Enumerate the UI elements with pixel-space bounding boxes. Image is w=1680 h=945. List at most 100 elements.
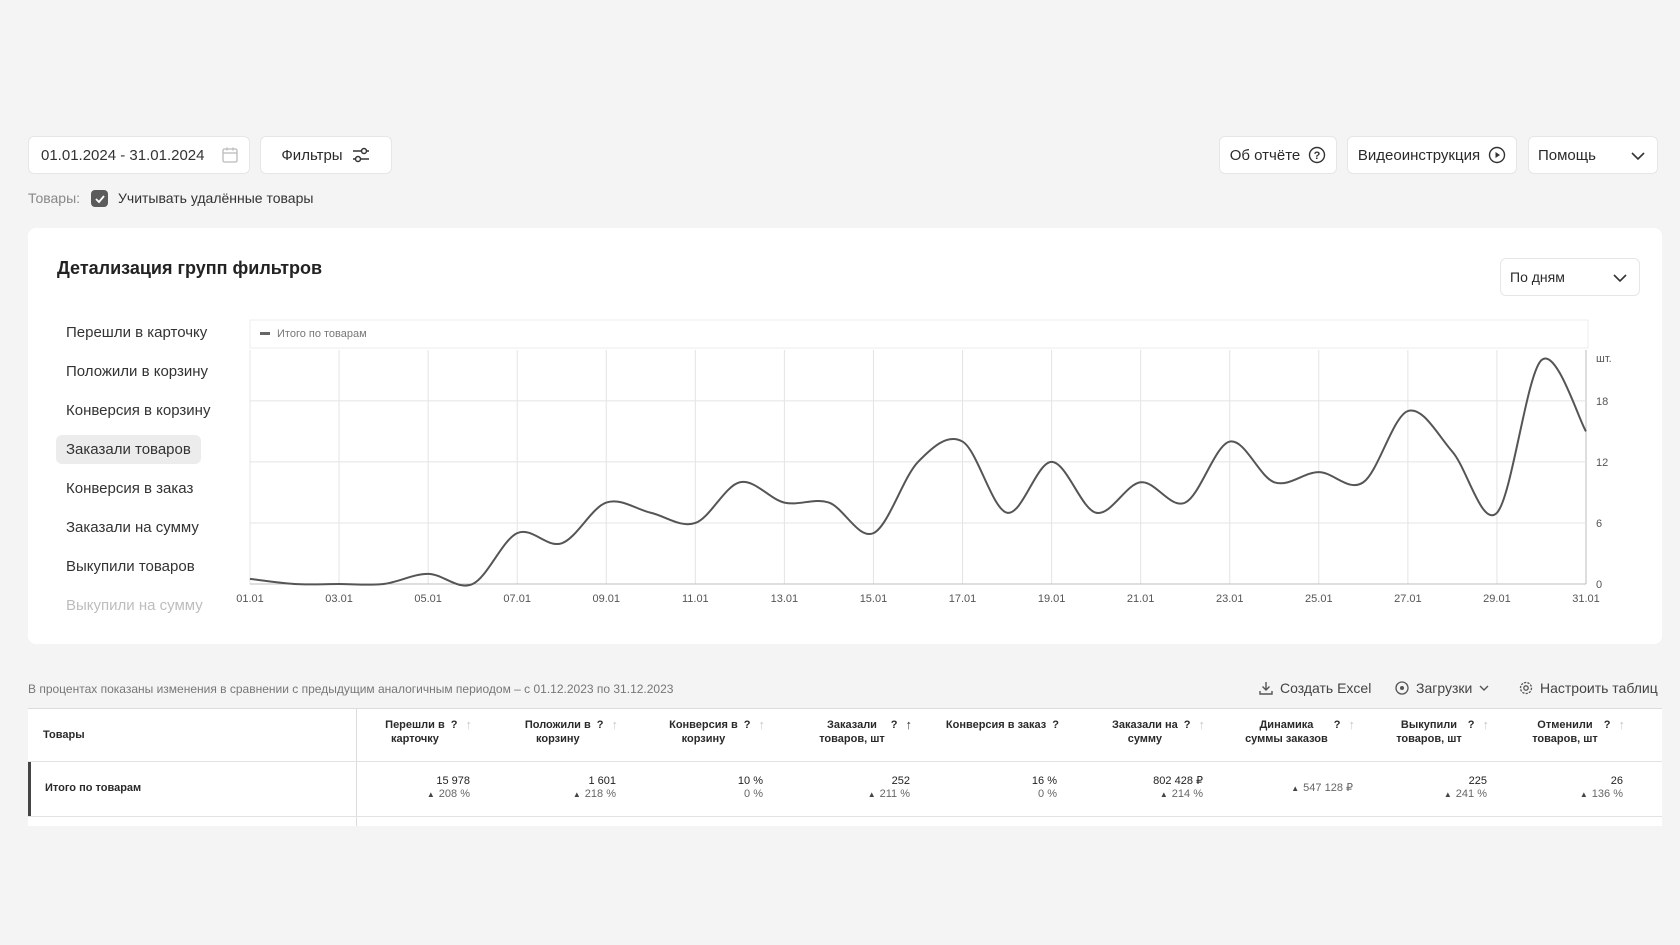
col-header[interactable]: Динамика суммы заказов? ↑ bbox=[1245, 718, 1355, 746]
col-header-products: Товары bbox=[43, 729, 85, 741]
help-question-icon[interactable]: ? bbox=[596, 719, 604, 731]
metric-item[interactable]: Перешли в карточку bbox=[66, 324, 208, 341]
col-header-label: Динамика bbox=[1259, 719, 1314, 731]
col-header-label: Отменили bbox=[1537, 719, 1593, 731]
col-header-label: Конверсия в bbox=[669, 719, 738, 731]
help-question-icon[interactable]: ? bbox=[1183, 719, 1191, 731]
cell-value: 225 bbox=[1468, 775, 1487, 787]
x-tick-label: 23.01 bbox=[1216, 593, 1244, 605]
calendar-icon[interactable] bbox=[221, 146, 239, 164]
y-tick-label: 18 bbox=[1596, 396, 1608, 408]
sort-arrow-icon[interactable]: ↑ bbox=[1482, 717, 1490, 732]
create-excel-button[interactable]: Создать Excel bbox=[1258, 680, 1371, 696]
cell-change-value: 241 % bbox=[1455, 788, 1487, 800]
x-tick-label: 05.01 bbox=[414, 593, 442, 605]
total-row-cell: 802 428 ₽ ▲ 214 % bbox=[1153, 775, 1203, 801]
cell-change-value: 214 % bbox=[1171, 788, 1203, 800]
col-header[interactable]: Заказали на сумму? ↑ bbox=[1112, 718, 1205, 746]
gear-icon bbox=[1518, 680, 1534, 696]
metric-item[interactable]: Заказали на сумму bbox=[66, 519, 199, 536]
col-header-label: Положили в bbox=[524, 719, 591, 731]
col-header[interactable]: Отменили товаров, шт? ↑ bbox=[1532, 718, 1625, 746]
cell-value: 1 601 bbox=[588, 775, 616, 787]
date-range-picker[interactable]: 01.01.2024 - 31.01.2024 bbox=[28, 136, 250, 174]
cell-change: ▲ 547 128 ₽ bbox=[1291, 782, 1353, 795]
create-excel-label: Создать Excel bbox=[1280, 680, 1372, 696]
x-tick-label: 17.01 bbox=[949, 593, 977, 605]
series-line-total bbox=[249, 357, 1587, 587]
cell-change-value: 208 % bbox=[438, 788, 470, 800]
metric-item-active[interactable]: Заказали товаров bbox=[56, 435, 201, 464]
metric-item[interactable]: Конверсия в корзину bbox=[66, 402, 211, 419]
cell-change: ▲ 241 % bbox=[1444, 788, 1487, 801]
col-header[interactable]: Выкупили товаров, шт? ↑ bbox=[1396, 718, 1489, 746]
sort-arrow-icon[interactable]: ↑ bbox=[1198, 717, 1206, 732]
cell-change: ▲ 208 % bbox=[427, 788, 470, 801]
sort-arrow-icon[interactable]: ↑ bbox=[758, 717, 766, 732]
total-row-cell: 1 601 ▲ 218 % bbox=[573, 775, 616, 801]
total-row-cell: 15 978 ▲ 208 % bbox=[427, 775, 470, 801]
col-header[interactable]: Положили в корзину? ↑ bbox=[525, 718, 618, 746]
x-tick-label: 01.01 bbox=[236, 593, 264, 605]
total-row-cell: 10 % 0 % bbox=[738, 775, 763, 801]
sort-arrow-icon[interactable]: ↑ bbox=[905, 717, 913, 732]
x-tick-label: 13.01 bbox=[771, 593, 799, 605]
cell-change: ▲ 211 % bbox=[868, 788, 910, 801]
include-deleted-label: Учитывать удалённые товары bbox=[118, 190, 314, 206]
help-question-icon[interactable]: ? bbox=[1603, 719, 1611, 731]
downloads-label: Загрузки bbox=[1416, 680, 1473, 696]
cell-change-value: 0 % bbox=[744, 788, 763, 800]
x-tick-label: 09.01 bbox=[593, 593, 621, 605]
legend-bar bbox=[249, 319, 1589, 349]
col-header-label: товаров, шт bbox=[1396, 733, 1462, 745]
video-instruction-button[interactable]: Видеоинструкция bbox=[1347, 136, 1517, 174]
help-question-icon[interactable]: ? bbox=[1333, 719, 1341, 731]
col-header[interactable]: Заказали товаров, шт? ↑ bbox=[819, 718, 912, 746]
legend-label: Итого по товарам bbox=[277, 328, 367, 340]
col-header-label: сумму bbox=[1127, 733, 1163, 745]
total-row-cell: 26 ▲ 136 % bbox=[1580, 775, 1623, 801]
sliders-icon bbox=[351, 146, 371, 164]
about-report-label: Об отчёте bbox=[1229, 146, 1301, 164]
x-tick-label: 03.01 bbox=[325, 593, 353, 605]
x-tick-label: 27.01 bbox=[1394, 593, 1422, 605]
about-report-button[interactable]: Об отчёте ? bbox=[1219, 136, 1337, 174]
sort-arrow-icon[interactable]: ↑ bbox=[1618, 717, 1626, 732]
cell-change-value: 0 % bbox=[1038, 788, 1057, 800]
col-header[interactable]: Конверсия в корзину? ↑ bbox=[669, 718, 765, 746]
col-header-label: Выкупили bbox=[1400, 719, 1458, 731]
help-question-icon[interactable]: ? bbox=[890, 719, 898, 731]
x-tick-label: 31.01 bbox=[1572, 593, 1600, 605]
total-row-cell: ▲ 547 128 ₽ bbox=[1291, 782, 1353, 795]
total-row-label: Итого по товарам bbox=[45, 782, 142, 794]
sort-arrow-icon[interactable]: ↑ bbox=[465, 717, 473, 732]
total-row-cell: 225 ▲ 241 % bbox=[1444, 775, 1487, 801]
configure-table-button[interactable]: Настроить таблиц bbox=[1518, 680, 1658, 696]
filters-button[interactable]: Фильтры bbox=[260, 136, 392, 174]
checkbox-checked-icon[interactable] bbox=[91, 190, 108, 207]
metric-item[interactable]: Выкупили на сумму bbox=[66, 597, 203, 614]
svg-text:?: ? bbox=[1314, 150, 1321, 162]
metric-item[interactable]: Конверсия в заказ bbox=[66, 480, 194, 497]
col-header[interactable]: Конверсия в заказ? bbox=[946, 718, 1059, 732]
metric-item[interactable]: Выкупили товаров bbox=[66, 558, 195, 575]
y-unit-label: шт. bbox=[1596, 353, 1612, 365]
sort-arrow-icon[interactable]: ↑ bbox=[1348, 717, 1356, 732]
help-circle-icon: ? bbox=[1308, 146, 1326, 164]
trend-up-icon: ▲ bbox=[572, 790, 581, 799]
help-question-icon[interactable]: ? bbox=[1052, 719, 1059, 731]
help-dropdown[interactable]: Помощь bbox=[1528, 136, 1658, 174]
metric-item[interactable]: Положили в корзину bbox=[66, 363, 209, 380]
y-tick-label: 0 bbox=[1596, 579, 1602, 591]
help-question-icon[interactable]: ? bbox=[450, 719, 458, 731]
downloads-dropdown[interactable]: Загрузки bbox=[1394, 680, 1490, 696]
help-question-icon[interactable]: ? bbox=[743, 719, 751, 731]
help-question-icon[interactable]: ? bbox=[1467, 719, 1475, 731]
x-tick-label: 29.01 bbox=[1483, 593, 1511, 605]
help-label: Помощь bbox=[1538, 146, 1596, 164]
col-header[interactable]: Перешли в карточку? ↑ bbox=[385, 718, 472, 746]
x-tick-label: 25.01 bbox=[1305, 593, 1333, 605]
cell-change: 0 % bbox=[738, 788, 763, 801]
period-select[interactable]: По дням bbox=[1500, 258, 1640, 296]
sort-arrow-icon[interactable]: ↑ bbox=[611, 717, 619, 732]
